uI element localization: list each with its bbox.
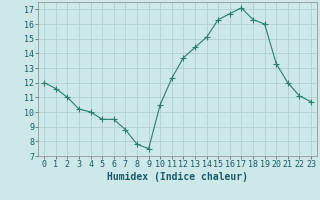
X-axis label: Humidex (Indice chaleur): Humidex (Indice chaleur): [107, 172, 248, 182]
